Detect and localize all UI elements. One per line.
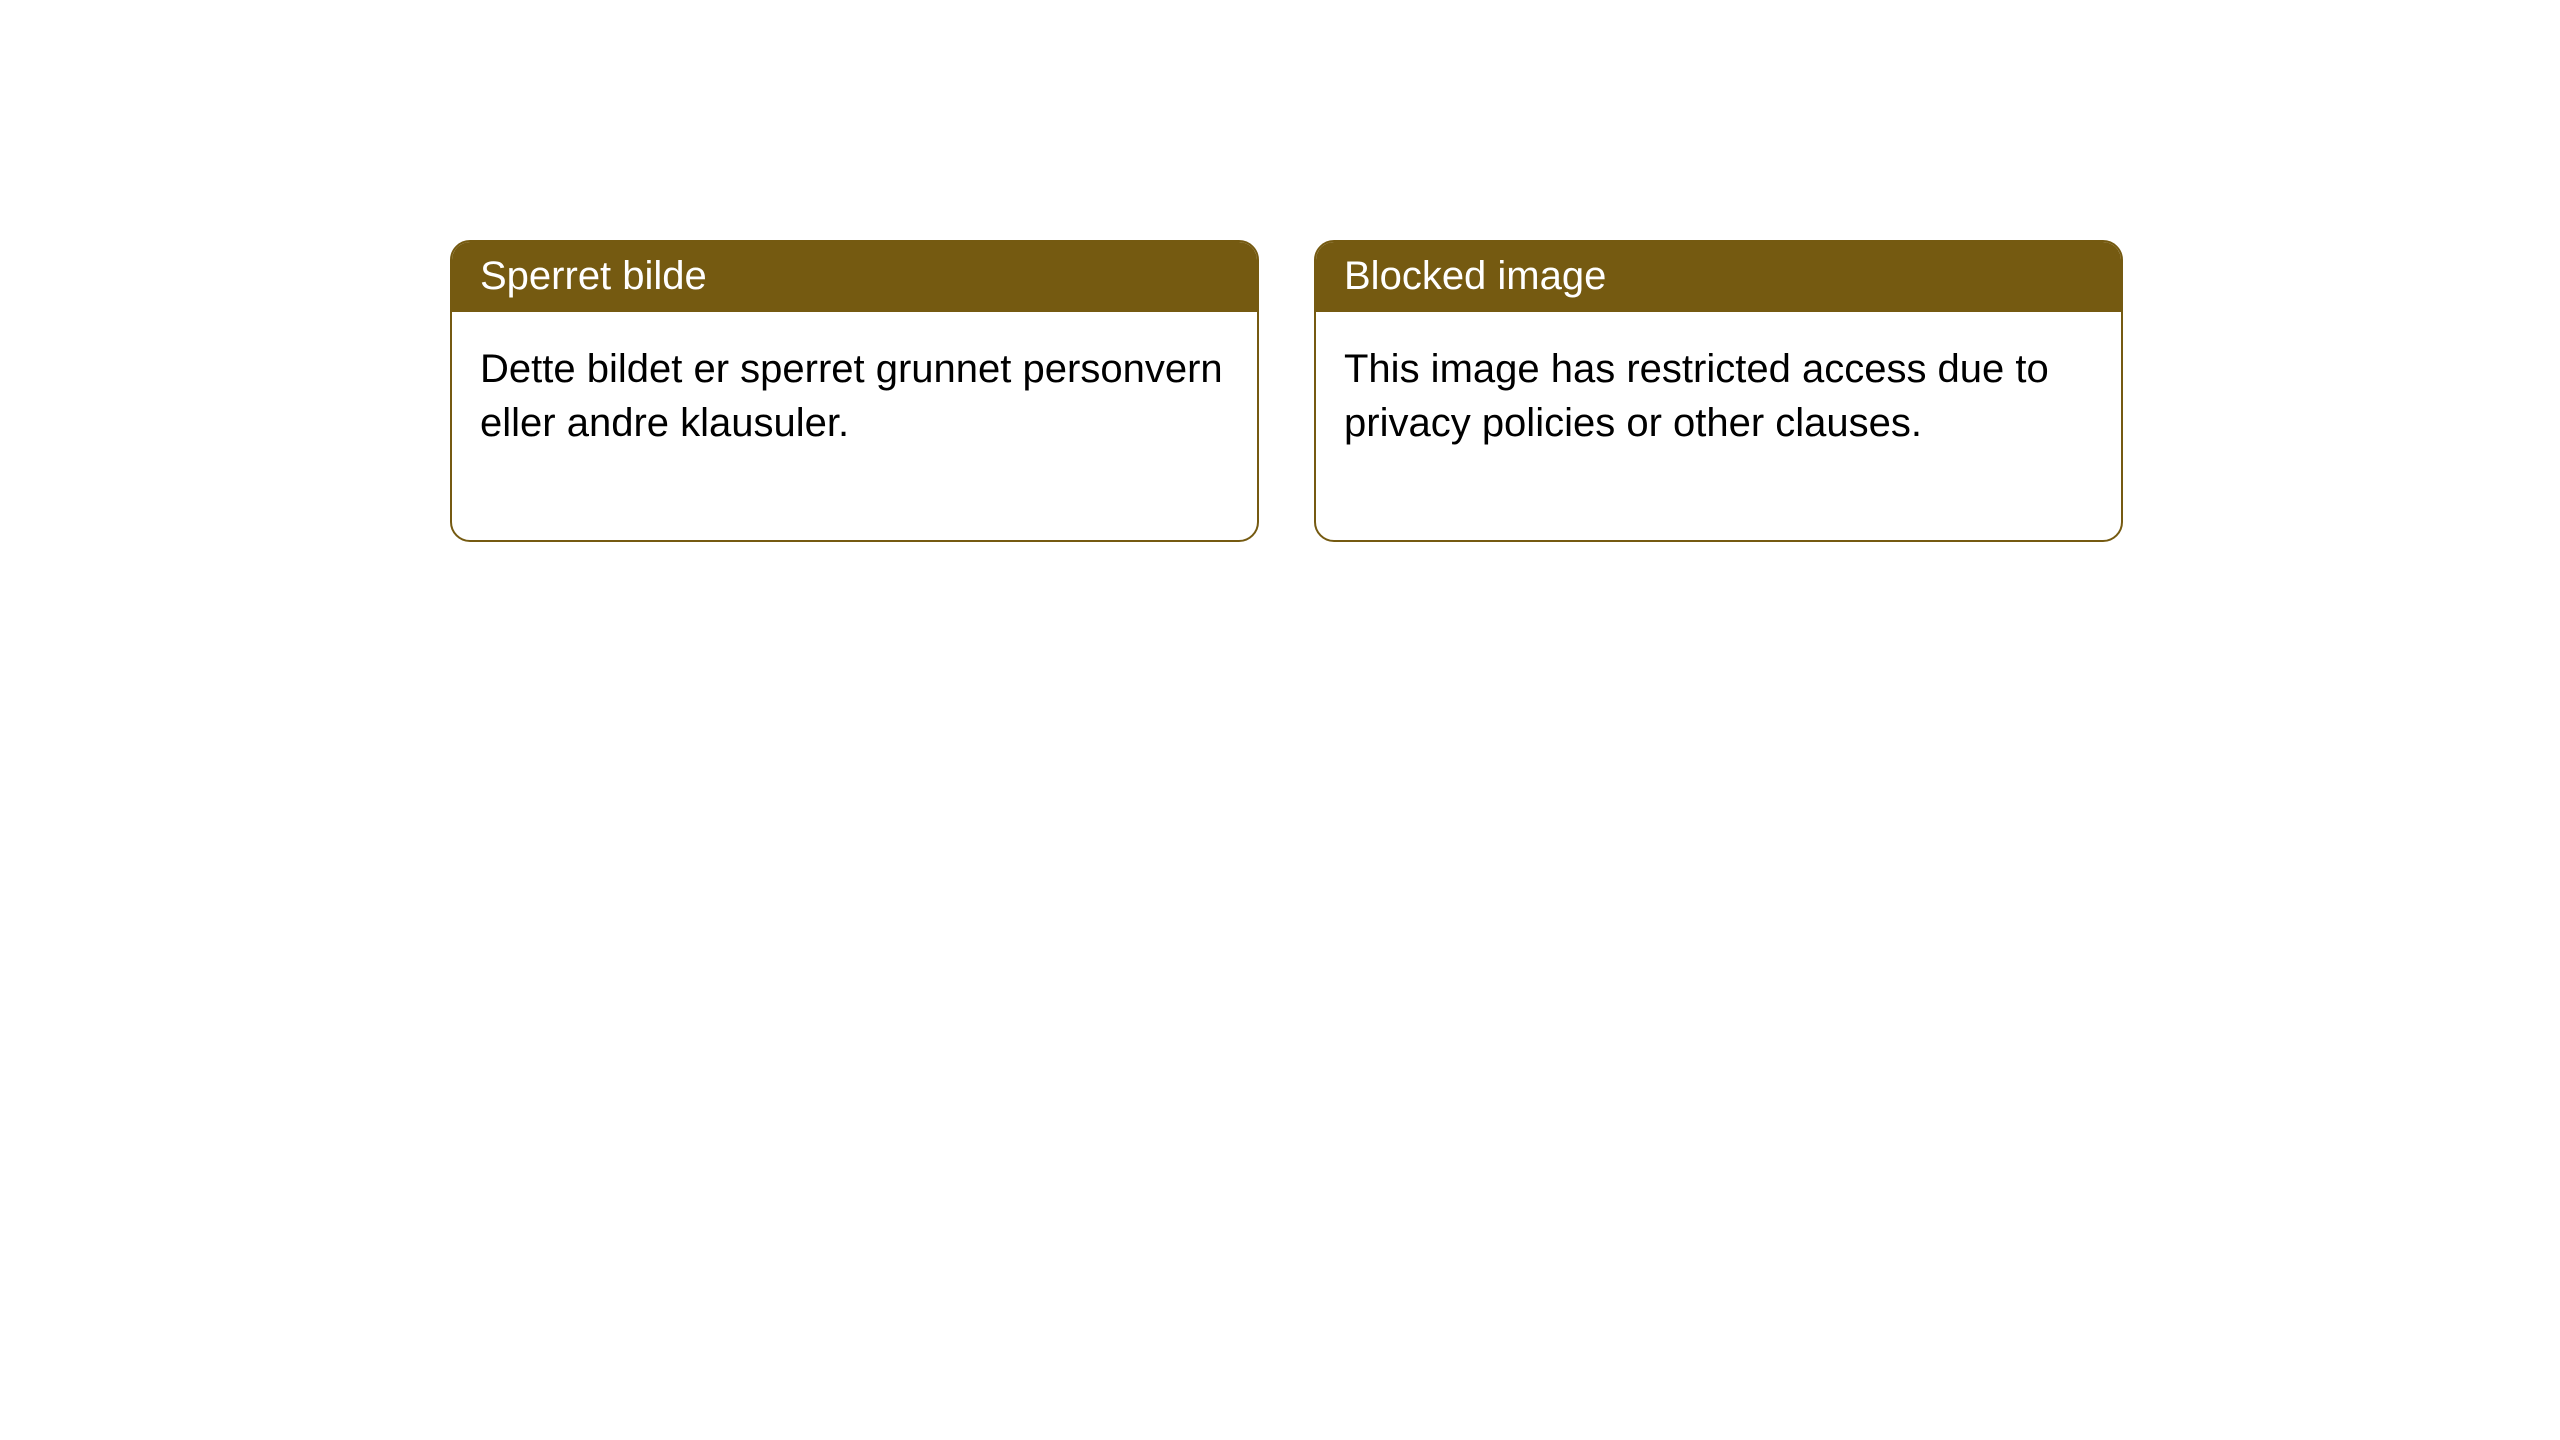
- notice-card-title: Sperret bilde: [452, 242, 1257, 312]
- notice-card-title: Blocked image: [1316, 242, 2121, 312]
- notice-card-en: Blocked image This image has restricted …: [1314, 240, 2123, 542]
- notice-card-no: Sperret bilde Dette bildet er sperret gr…: [450, 240, 1259, 542]
- notice-card-body: This image has restricted access due to …: [1316, 312, 2121, 540]
- notice-container: Sperret bilde Dette bildet er sperret gr…: [0, 0, 2560, 542]
- notice-card-body: Dette bildet er sperret grunnet personve…: [452, 312, 1257, 540]
